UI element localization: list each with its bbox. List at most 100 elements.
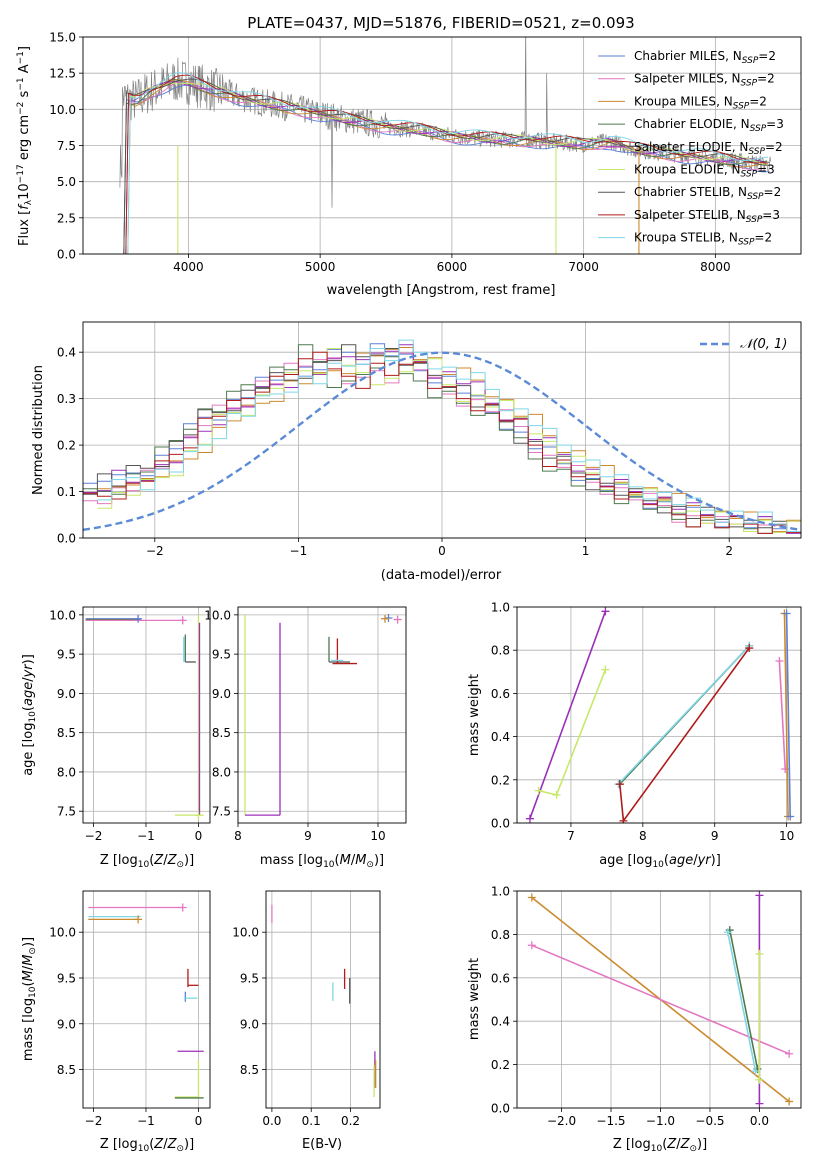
x-axis-label: Z [log10(Z/Z⊙)] [100, 853, 194, 870]
ticks: −2 −1 0 7.5 8.0 8.5 9.0 9.5 10.0 [49, 608, 202, 843]
y-tick-label: 0.0 [491, 817, 510, 831]
legend-entry: Chabrier MILES, NSSP=2 [634, 49, 776, 66]
x-axis-label: Z [log10(Z/Z⊙)] [100, 1137, 194, 1154]
x-tick-label: −1.0 [646, 1114, 675, 1128]
y-tick-label: 8.5 [212, 726, 231, 740]
y-tick-label: 0.3 [57, 392, 76, 406]
x-tick-label: −2 [85, 829, 103, 843]
legend-name: Salpeter ELODIE [634, 140, 732, 154]
y-tick-label: 0.8 [491, 928, 510, 942]
weight-point [775, 657, 784, 665]
data-layer [85, 614, 204, 820]
histogram-step-line [97, 339, 801, 532]
ticks: −2 −1 0 8.5 9.0 9.5 10.0 [49, 926, 202, 1128]
x-tick-label: −2 [85, 1114, 103, 1128]
y-tick-label: 7.5 [57, 805, 76, 819]
y-axis-label: mass weight [467, 674, 482, 756]
legend: Chabrier MILES, NSSP=2 Salpeter MILES, NS… [598, 49, 784, 248]
y-axis-label: age [log10(age/yr)] [21, 654, 38, 776]
weight-point [619, 816, 628, 823]
y-tick-label: 0.6 [491, 971, 510, 985]
weight-point [525, 814, 534, 823]
y-tick-label: 7.5 [57, 139, 76, 153]
legend-entry: Kroupa ELODIE, NSSP=3 [634, 163, 775, 180]
legend-name: Kroupa STELIB [634, 231, 721, 245]
x-tick-label: 2 [725, 544, 733, 558]
weight-point [785, 1049, 794, 1058]
histogram-step-line [83, 344, 787, 534]
y-tick-label: 8.0 [57, 765, 76, 779]
legend-name: Salpeter MILES [634, 72, 724, 86]
point-marker [134, 614, 143, 623]
spectrum-panel: 4000 5000 6000 7000 8000 0.0 2.5 5.0 7.5 10.0 12.5… [16, 31, 802, 298]
x-tick-label: 0.2 [341, 1114, 360, 1128]
weight-line [529, 611, 607, 819]
weight-line [617, 645, 750, 785]
y-tick-label: 0.0 [57, 532, 76, 546]
y-tick-label: 0.2 [491, 773, 510, 787]
weight-line [785, 613, 791, 817]
model-spectrum-line [123, 78, 770, 254]
y-tick-label: 0.0 [491, 1102, 510, 1116]
y-tick-label: 0.2 [491, 1058, 510, 1072]
x-axis-label: (data-model)/error [381, 568, 502, 583]
y-tick-label: 0.0 [57, 248, 76, 262]
y-tick-label: 12.5 [49, 67, 76, 81]
residuals-panel: −2 −1 0 1 2 0.0 0.1 0.2 0.3 0.4 𝒩(0, 1) (data-model… [31, 321, 802, 583]
ticks: 8 9 10 7.5 8.0 8.5 9.0 9.5 10.0 [204, 608, 385, 843]
axes-frame [516, 606, 802, 824]
x-axis-label: E(B-V) [302, 1137, 342, 1152]
legend-entry: Kroupa STELIB, NSSP=2 [634, 231, 772, 248]
y-tick-label: 0.8 [491, 644, 510, 658]
ticks: 0.0 0.1 0.2 8.5 9.0 9.5 10.0 [232, 926, 360, 1128]
weight-point [615, 780, 624, 789]
y-tick-label: 9.5 [212, 648, 231, 662]
legend-name: Chabrier STELIB [634, 185, 730, 199]
y-tick-label: 7.5 [212, 805, 231, 819]
x-tick-label: 7 [567, 829, 575, 843]
legend-entry: Salpeter ELODIE, NSSP=2 [634, 140, 783, 157]
y-tick-label: 9.5 [57, 971, 76, 985]
weight-line [729, 929, 759, 1070]
legend-name: Kroupa MILES [634, 94, 716, 108]
y-tick-label: 10.0 [204, 608, 231, 622]
x-tick-label: 0 [195, 1114, 203, 1128]
point-marker [134, 915, 143, 924]
y-tick-label: 0.4 [57, 346, 76, 360]
x-tick-label: −1 [137, 829, 155, 843]
legend-entry: Salpeter STELIB, NSSP=3 [634, 208, 780, 225]
x-tick-label: 0 [195, 829, 203, 843]
y-tick-label: 9.5 [240, 971, 259, 985]
x-tick-label: 8 [234, 829, 242, 843]
y-tick-label: 8.0 [212, 765, 231, 779]
normal-curve [83, 351, 801, 532]
axes-frame [237, 606, 407, 824]
y-tick-label: 8.5 [57, 1063, 76, 1077]
y-tick-label: 0.1 [57, 485, 76, 499]
age-vs-Z-panel: −2 −1 0 7.5 8.0 8.5 9.0 9.5 10.0 Z [log10(Z/Z⊙)] a… [21, 606, 211, 870]
y-tick-label: 10.0 [49, 608, 76, 622]
x-tick-label: 9 [711, 829, 719, 843]
weight-line [778, 660, 786, 770]
data-layer [527, 891, 794, 1108]
model-spectrum-line [125, 81, 767, 254]
x-tick-label: 1 [582, 544, 590, 558]
y-axis-label: Flux [fλ10−17 erg cm−2 s−1 A−1] [16, 46, 34, 246]
weight-point [527, 941, 536, 950]
data-layer [244, 613, 402, 816]
legend-entry: 𝒩(0, 1) [740, 337, 787, 352]
y-tick-label: 0.4 [491, 730, 510, 744]
x-tick-label: −2.0 [547, 1114, 576, 1128]
x-tick-label: 9 [304, 829, 312, 843]
model-spectrum-line [127, 72, 769, 254]
weight-line [619, 647, 750, 823]
x-tick-label: 5000 [305, 260, 336, 274]
weight-point [785, 1097, 794, 1106]
figure-title: PLATE=0437, MJD=51876, FIBERID=0521, z=0… [247, 14, 634, 32]
x-tick-label: −0.5 [695, 1114, 724, 1128]
age-vs-mass-panel: 8 9 10 7.5 8.0 8.5 9.0 9.5 10.0 mass [log10(M/M⊙)… [204, 606, 407, 870]
point-marker [178, 903, 187, 912]
weight-point [601, 607, 610, 616]
axes-frame [82, 890, 211, 1109]
